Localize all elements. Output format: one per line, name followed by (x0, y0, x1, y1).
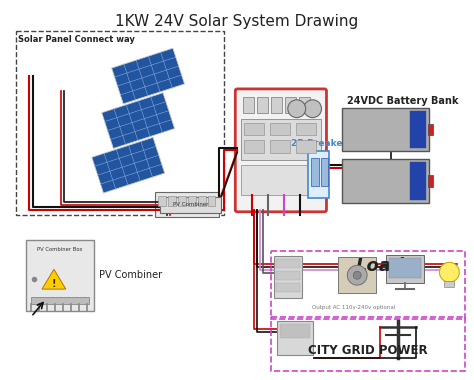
Circle shape (439, 262, 459, 282)
FancyBboxPatch shape (160, 197, 221, 213)
FancyBboxPatch shape (178, 196, 186, 206)
FancyBboxPatch shape (310, 158, 319, 186)
Circle shape (288, 100, 306, 118)
Text: Load: Load (356, 257, 404, 275)
FancyBboxPatch shape (299, 97, 310, 113)
Text: PV Combiner Box: PV Combiner Box (37, 247, 82, 252)
FancyBboxPatch shape (276, 271, 300, 280)
FancyBboxPatch shape (338, 257, 376, 293)
FancyBboxPatch shape (389, 258, 420, 278)
FancyBboxPatch shape (280, 324, 310, 338)
Text: PV Combiner: PV Combiner (99, 270, 162, 280)
Text: 24VDC Battery Bank: 24VDC Battery Bank (347, 96, 458, 106)
FancyBboxPatch shape (26, 239, 93, 311)
FancyBboxPatch shape (296, 141, 316, 153)
FancyBboxPatch shape (277, 321, 312, 355)
FancyBboxPatch shape (445, 281, 454, 287)
FancyBboxPatch shape (31, 297, 89, 304)
Text: 2P Breaker: 2P Breaker (291, 139, 346, 148)
FancyBboxPatch shape (270, 141, 290, 153)
FancyBboxPatch shape (188, 196, 196, 206)
Text: Solar Panel Connect way: Solar Panel Connect way (18, 35, 135, 44)
FancyBboxPatch shape (244, 141, 264, 153)
FancyBboxPatch shape (158, 196, 166, 206)
FancyBboxPatch shape (241, 119, 320, 160)
FancyBboxPatch shape (276, 283, 300, 292)
FancyBboxPatch shape (276, 260, 300, 268)
Text: !: ! (52, 279, 56, 289)
FancyBboxPatch shape (257, 97, 268, 113)
Text: Output AC 110v-240v optional: Output AC 110v-240v optional (311, 305, 395, 310)
FancyBboxPatch shape (342, 108, 428, 151)
FancyBboxPatch shape (285, 97, 296, 113)
FancyBboxPatch shape (208, 196, 216, 206)
Polygon shape (42, 269, 66, 289)
FancyBboxPatch shape (342, 159, 428, 203)
FancyBboxPatch shape (198, 196, 206, 206)
Text: 1KW 24V Solar System Drawing: 1KW 24V Solar System Drawing (115, 14, 358, 28)
FancyBboxPatch shape (168, 196, 176, 206)
FancyBboxPatch shape (410, 111, 426, 148)
FancyBboxPatch shape (308, 151, 329, 198)
FancyBboxPatch shape (244, 123, 264, 136)
Circle shape (304, 100, 321, 118)
FancyBboxPatch shape (428, 124, 432, 136)
Polygon shape (111, 48, 184, 104)
FancyBboxPatch shape (274, 256, 301, 298)
FancyBboxPatch shape (386, 255, 424, 283)
Circle shape (347, 265, 367, 285)
Text: CITY GRID POWER: CITY GRID POWER (308, 344, 428, 356)
Circle shape (353, 271, 361, 279)
Polygon shape (92, 137, 164, 193)
FancyBboxPatch shape (296, 123, 316, 136)
FancyBboxPatch shape (270, 123, 290, 136)
FancyBboxPatch shape (235, 89, 327, 212)
Text: PV Combiner: PV Combiner (173, 203, 209, 207)
FancyBboxPatch shape (320, 158, 328, 186)
FancyBboxPatch shape (271, 97, 282, 113)
FancyBboxPatch shape (243, 97, 254, 113)
FancyBboxPatch shape (241, 165, 320, 195)
FancyBboxPatch shape (155, 192, 219, 217)
FancyBboxPatch shape (410, 162, 426, 200)
Polygon shape (102, 93, 174, 149)
FancyBboxPatch shape (428, 175, 432, 187)
